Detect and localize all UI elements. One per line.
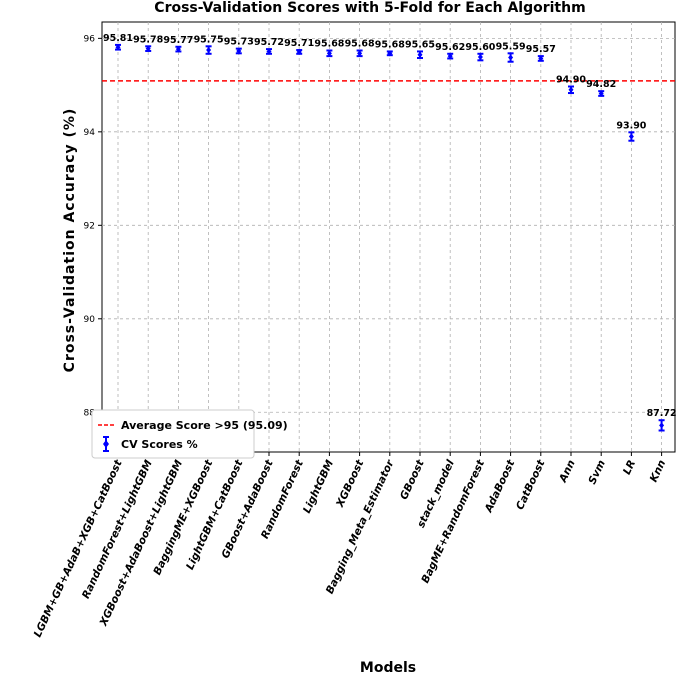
data-point-18: 87.72 bbox=[647, 408, 677, 432]
point-marker-18 bbox=[659, 422, 665, 429]
data-point-10: 95.65 bbox=[405, 39, 435, 59]
data-points: 95.81 95.78 95.77 95.75 95.73 95.72 95.71 95.68… bbox=[103, 33, 677, 432]
data-label-11: 95.62 bbox=[435, 42, 465, 53]
data-label-5: 95.72 bbox=[254, 37, 284, 48]
point-marker-8 bbox=[357, 50, 363, 57]
data-label-3: 95.75 bbox=[194, 34, 224, 45]
data-point-14: 95.57 bbox=[526, 44, 556, 62]
data-point-2: 95.77 bbox=[163, 35, 193, 53]
data-label-17: 93.90 bbox=[616, 120, 646, 131]
data-point-16: 94.82 bbox=[586, 79, 616, 97]
point-marker-1 bbox=[145, 45, 151, 52]
plot-area bbox=[101, 21, 676, 453]
x-tick-label-17: LR bbox=[621, 458, 638, 476]
y-tick-label-2: 92 bbox=[84, 221, 95, 231]
data-label-15: 94.90 bbox=[556, 75, 586, 86]
legend: Average Score >95 (95.09) CV Scores % bbox=[91, 409, 288, 459]
x-tick-label-10: GBoost bbox=[398, 457, 427, 501]
x-tick-label-14: CatBoost bbox=[514, 457, 548, 511]
data-label-2: 95.77 bbox=[163, 35, 193, 46]
point-marker-3 bbox=[206, 47, 212, 54]
point-marker-7 bbox=[326, 50, 332, 57]
data-point-17: 93.90 bbox=[616, 120, 647, 142]
point-marker-17 bbox=[628, 133, 634, 140]
point-marker-11 bbox=[447, 53, 453, 60]
chart-title: Cross-Validation Scores with 5-Fold for … bbox=[154, 0, 585, 16]
data-point-7: 95.68 bbox=[314, 39, 345, 58]
data-label-8: 95.68 bbox=[345, 39, 375, 50]
y-tick-label-4: 96 bbox=[84, 34, 96, 44]
x-tick-label-7: LightGBM bbox=[301, 458, 336, 516]
data-label-0: 95.81 bbox=[103, 33, 133, 44]
point-marker-13 bbox=[508, 54, 514, 61]
data-label-14: 95.57 bbox=[526, 44, 556, 55]
point-marker-14 bbox=[538, 55, 544, 62]
legend-box bbox=[91, 409, 255, 459]
data-point-0: 95.81 bbox=[103, 33, 133, 51]
point-marker-5 bbox=[266, 48, 272, 55]
y-axis-label: Cross-Validation Accuracy (%) bbox=[62, 108, 78, 373]
data-label-4: 95.73 bbox=[224, 37, 254, 48]
x-tick-label-8: XGBoost bbox=[334, 457, 367, 510]
x-tick-label-4: LightGBM+CatBoost bbox=[184, 457, 246, 571]
data-label-16: 94.82 bbox=[586, 79, 616, 90]
data-point-11: 95.62 bbox=[435, 42, 465, 60]
data-label-18: 87.72 bbox=[647, 408, 677, 419]
x-tick-label-13: AdaBoost bbox=[482, 457, 517, 515]
data-label-7: 95.68 bbox=[314, 39, 344, 50]
x-tick-label-9: Bagging_Meta_Estimator bbox=[324, 457, 397, 595]
y-axis-ticks: 88 90 92 94 96 bbox=[84, 34, 102, 418]
data-point-9: 95.68 bbox=[375, 39, 405, 57]
point-marker-0 bbox=[115, 44, 121, 51]
x-tick-label-16: Svm bbox=[586, 458, 608, 486]
y-tick-label-1: 90 bbox=[84, 315, 96, 325]
point-marker-9 bbox=[387, 50, 393, 57]
data-label-6: 95.71 bbox=[284, 38, 314, 49]
x-axis-ticks: LGBM+GB+AdaB+XGB+CatBoostRandomForest+Li… bbox=[32, 452, 669, 639]
point-marker-10 bbox=[417, 51, 423, 58]
data-label-1: 95.78 bbox=[133, 34, 163, 45]
data-point-3: 95.75 bbox=[194, 34, 224, 55]
x-tick-label-15: Ann bbox=[557, 458, 578, 485]
data-label-12: 95.60 bbox=[465, 42, 495, 53]
data-point-15: 94.90 bbox=[556, 75, 586, 95]
x-tick-label-18: Knn bbox=[648, 458, 669, 484]
data-point-1: 95.78 bbox=[133, 34, 164, 52]
data-label-10: 95.65 bbox=[405, 39, 435, 50]
data-point-4: 95.73 bbox=[224, 37, 254, 55]
legend-average-label: Average Score >95 (95.09) bbox=[121, 419, 288, 432]
point-marker-16 bbox=[598, 90, 604, 97]
legend-cv-label: CV Scores % bbox=[121, 438, 198, 451]
point-marker-12 bbox=[477, 54, 483, 61]
point-marker-4 bbox=[236, 47, 242, 54]
data-point-8: 95.68 bbox=[345, 39, 375, 58]
y-tick-label-3: 94 bbox=[84, 128, 96, 138]
data-point-13: 95.59 bbox=[496, 41, 526, 63]
data-point-12: 95.60 bbox=[465, 42, 496, 62]
data-label-9: 95.68 bbox=[375, 39, 405, 50]
data-point-6: 95.71 bbox=[284, 38, 314, 55]
x-axis-label: Models bbox=[360, 660, 416, 676]
point-marker-6 bbox=[296, 48, 302, 55]
data-label-13: 95.59 bbox=[496, 41, 526, 52]
data-point-5: 95.72 bbox=[254, 37, 284, 55]
legend-cv-swatch bbox=[103, 436, 109, 452]
point-marker-2 bbox=[175, 46, 181, 53]
point-marker-15 bbox=[568, 86, 574, 93]
y-tick-label-0: 88 bbox=[84, 408, 96, 418]
